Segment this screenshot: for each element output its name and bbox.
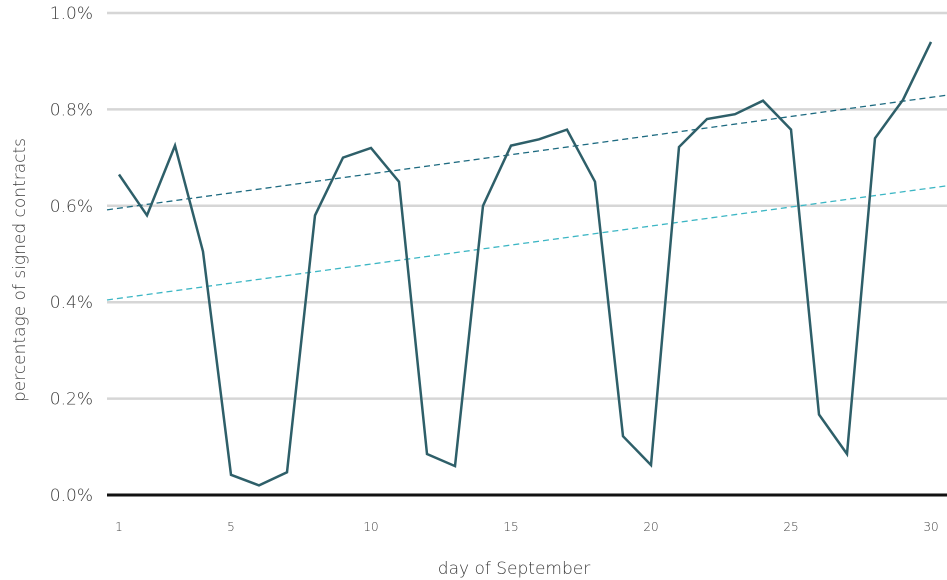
data-point [509, 143, 514, 148]
data-point [677, 144, 682, 149]
data-point [341, 155, 346, 160]
y-tick-label: 0.4% [50, 293, 93, 313]
x-tick-label: 5 [227, 520, 235, 534]
gridlines [107, 11, 947, 497]
y-tick-label: 0.0% [50, 486, 93, 506]
data-point [761, 98, 766, 103]
data-point [817, 412, 822, 417]
data-point [873, 136, 878, 141]
data-point [649, 463, 654, 468]
data-point [733, 112, 738, 117]
y-tick-label: 1.0% [50, 4, 93, 24]
data-point [537, 137, 542, 142]
data-point [481, 203, 486, 208]
data-point [901, 97, 906, 102]
series-lines [117, 39, 934, 488]
x-tick-label: 20 [643, 520, 658, 534]
y-tick-label: 0.8% [50, 100, 93, 120]
trendline-2 [106, 185, 947, 301]
data-point [705, 117, 710, 122]
x-tick-label: 15 [503, 520, 518, 534]
trendlines [106, 94, 947, 301]
data-point [117, 172, 122, 177]
x-tick-label: 30 [923, 520, 938, 534]
x-tick-label: 10 [363, 520, 378, 534]
data-point [201, 249, 206, 254]
data-point [313, 213, 318, 218]
data-point [229, 472, 234, 477]
data-point [425, 452, 430, 457]
x-tick-labels: 1 5 10 15 20 25 30 [115, 520, 938, 534]
data-point [621, 434, 626, 439]
data-point [397, 179, 402, 184]
x-axis-title: day of September [438, 559, 590, 579]
y-axis-title: percentage of signed contracts [10, 138, 30, 402]
data-point [173, 143, 178, 148]
x-tick-label: 1 [115, 520, 123, 534]
y-tick-labels: 0.0% 0.2% 0.4% 0.6% 0.8% 1.0% [50, 4, 93, 506]
y-tick-label: 0.6% [50, 197, 93, 217]
y-tick-label: 0.2% [50, 390, 93, 410]
trendline-1 [106, 94, 947, 211]
series-line-1 [117, 41, 933, 487]
data-point [593, 179, 598, 184]
data-point [145, 213, 150, 218]
data-point [929, 39, 934, 44]
data-point [257, 483, 262, 488]
data-point [789, 127, 794, 132]
data-point [285, 470, 290, 475]
data-point [453, 464, 458, 469]
data-point [369, 145, 374, 150]
data-point [565, 127, 570, 132]
x-tick-label: 25 [783, 520, 798, 534]
data-point [845, 452, 850, 457]
